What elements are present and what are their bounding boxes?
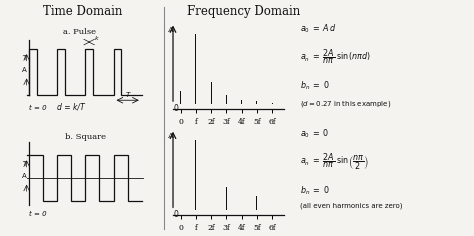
Text: T: T — [126, 93, 130, 98]
Text: Frequency Domain: Frequency Domain — [188, 5, 301, 18]
Bar — [256, 196, 257, 210]
Bar — [195, 140, 196, 210]
Text: A: A — [22, 173, 27, 179]
Text: d = k/T: d = k/T — [57, 103, 85, 112]
Text: 0: 0 — [173, 210, 178, 219]
Text: T: T — [22, 55, 27, 61]
Bar — [256, 101, 257, 104]
Bar — [226, 187, 227, 210]
Text: $a_n\;=\;\dfrac{2A}{n\pi}\;\sin\!\left(\dfrac{n\pi}{2}\right)$: $a_n\;=\;\dfrac{2A}{n\pi}\;\sin\!\left(\… — [300, 151, 368, 172]
Text: t = 0: t = 0 — [29, 211, 46, 217]
Text: $a_n\;=\;\dfrac{2A}{n\pi}\;\sin(n\pi d)$: $a_n\;=\;\dfrac{2A}{n\pi}\;\sin(n\pi d)$ — [300, 47, 370, 66]
Text: a. Pulse: a. Pulse — [63, 28, 96, 36]
Text: Time Domain: Time Domain — [43, 5, 123, 18]
Text: 0: 0 — [173, 104, 178, 113]
Bar — [180, 91, 181, 104]
Bar — [241, 100, 242, 104]
Text: t = 0: t = 0 — [29, 105, 46, 111]
Bar — [195, 34, 196, 104]
Text: $a_0\;=\;0$: $a_0\;=\;0$ — [300, 127, 329, 140]
Text: A: A — [22, 67, 27, 72]
Text: $a_0\;=\;A\,d$: $a_0\;=\;A\,d$ — [300, 22, 337, 35]
Text: $b_n\;=\;0$: $b_n\;=\;0$ — [300, 184, 329, 197]
Bar — [226, 95, 227, 104]
Text: $(d = 0.27\ \mathrm{in\ this\ example})$: $(d = 0.27\ \mathrm{in\ this\ example})$ — [300, 99, 391, 109]
Text: A: A — [167, 132, 173, 140]
Text: k: k — [94, 36, 98, 41]
Text: A: A — [167, 26, 173, 34]
Text: (all even harmonics are zero): (all even harmonics are zero) — [300, 203, 402, 210]
Text: T: T — [22, 161, 27, 167]
Text: $b_n\;=\;0$: $b_n\;=\;0$ — [300, 79, 329, 92]
Text: b. Square: b. Square — [65, 133, 106, 141]
Bar — [272, 103, 273, 104]
